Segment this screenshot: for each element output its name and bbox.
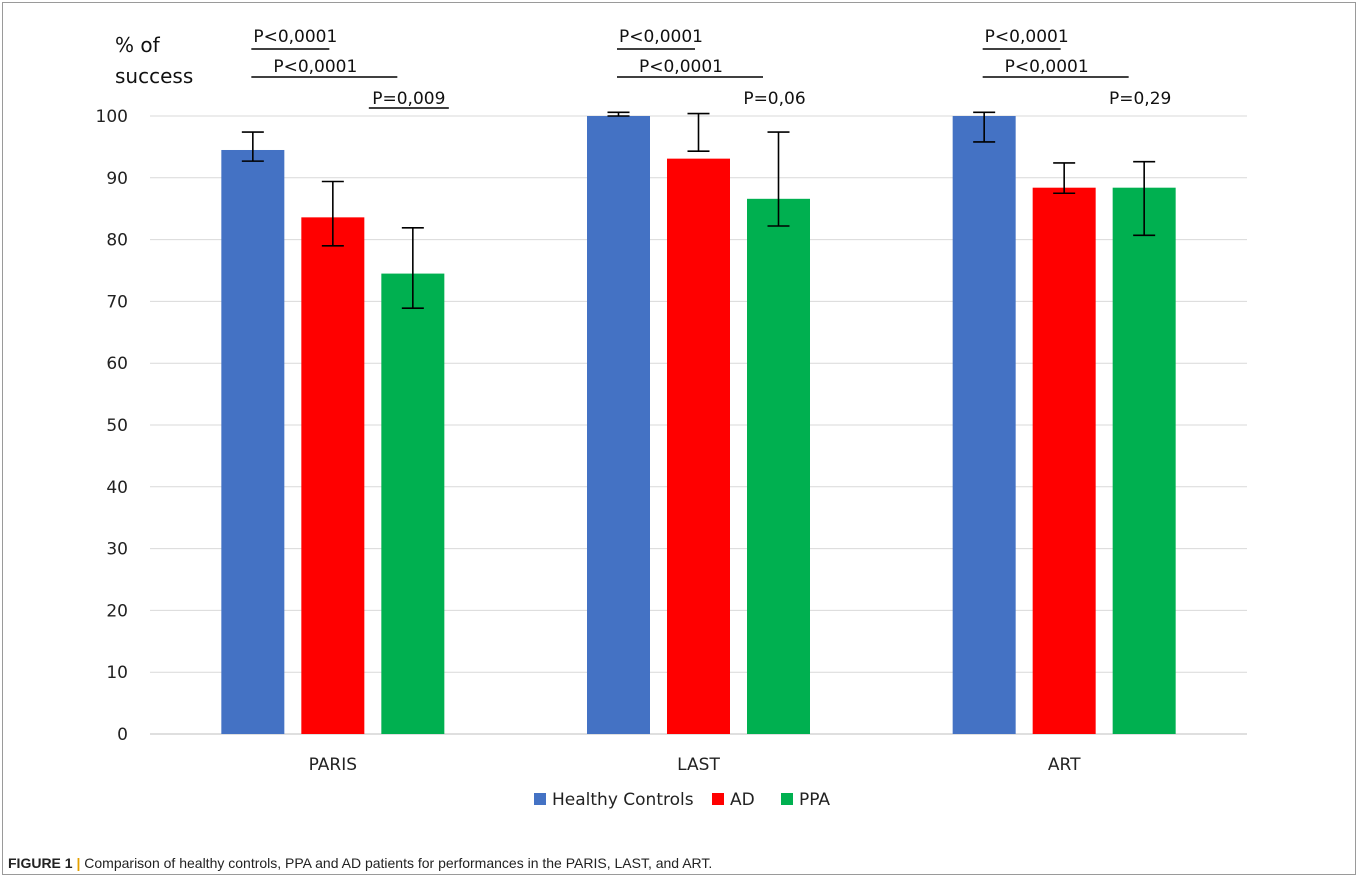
p-value-label: P=0,009 bbox=[372, 89, 445, 109]
bar-ad bbox=[301, 217, 365, 735]
x-tick-label: PARIS bbox=[309, 755, 357, 775]
p-value-label: P<0,0001 bbox=[619, 27, 703, 47]
x-tick-label: ART bbox=[1048, 755, 1081, 775]
y-tick-label: 30 bbox=[106, 540, 128, 560]
bar-ppa bbox=[1112, 187, 1176, 735]
y-tick-label: 90 bbox=[106, 169, 128, 189]
caption-separator: | bbox=[76, 855, 81, 871]
p-value-label: P<0,0001 bbox=[985, 27, 1069, 47]
y-tick-label: 40 bbox=[106, 478, 128, 498]
y-tick-label: 60 bbox=[106, 354, 128, 374]
caption-label: FIGURE 1 bbox=[8, 855, 73, 871]
bar-ad bbox=[667, 158, 730, 735]
y-tick-label: 70 bbox=[106, 292, 128, 312]
bar-chart: 0 10 20 30 40 50 60 70 80 90 100 % of success PARIS LA… bbox=[96, 27, 1247, 810]
y-axis-label-line1: % of bbox=[115, 33, 161, 57]
y-tick-label: 0 bbox=[117, 725, 128, 745]
bar-healthy-controls bbox=[587, 116, 650, 734]
y-tick-label: 20 bbox=[106, 601, 128, 621]
y-tick-label: 100 bbox=[96, 107, 128, 127]
y-axis-label-line2: success bbox=[115, 64, 193, 88]
caption-text: Comparison of healthy controls, PPA and … bbox=[80, 855, 713, 871]
legend-label-ad: AD bbox=[730, 790, 755, 810]
legend-label-ppa: PPA bbox=[799, 790, 830, 810]
p-value-label: P<0,0001 bbox=[639, 57, 723, 77]
p-value-label: P=0,29 bbox=[1109, 89, 1171, 109]
legend-swatch-ad bbox=[712, 793, 724, 805]
bar-healthy-controls bbox=[221, 149, 285, 735]
bar-ppa bbox=[747, 198, 810, 734]
figure-caption: FIGURE 1 | Comparison of healthy control… bbox=[8, 855, 712, 871]
p-value-label: P<0,0001 bbox=[273, 57, 357, 77]
p-value-label: P=0,06 bbox=[743, 89, 805, 109]
p-value-label: P<0,0001 bbox=[1005, 57, 1089, 77]
legend-swatch-ppa bbox=[781, 793, 793, 805]
p-value-label: P<0,0001 bbox=[253, 27, 337, 47]
bar-ad bbox=[1032, 187, 1096, 735]
bar-ppa bbox=[381, 273, 445, 734]
y-tick-label: 50 bbox=[106, 416, 128, 436]
y-tick-label: 10 bbox=[106, 663, 128, 683]
bar-healthy-controls bbox=[952, 116, 1016, 734]
legend-swatch-healthy-controls bbox=[534, 793, 546, 805]
x-tick-label: LAST bbox=[677, 755, 720, 775]
legend-label-healthy-controls: Healthy Controls bbox=[552, 790, 694, 810]
y-tick-label: 80 bbox=[106, 231, 128, 251]
